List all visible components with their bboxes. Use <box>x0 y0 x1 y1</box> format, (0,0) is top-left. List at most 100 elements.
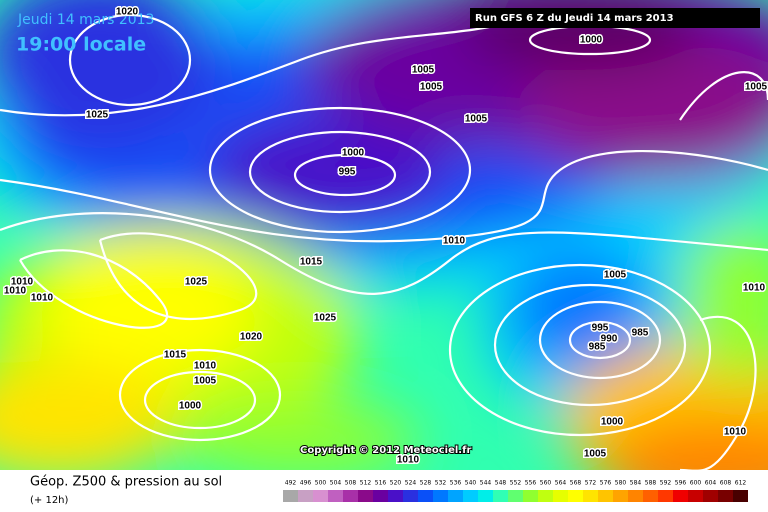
isobar-label: 1005 <box>584 449 607 460</box>
isobar-label: 1010 <box>11 277 34 288</box>
isobar-label: 995 <box>592 323 609 334</box>
legend-swatch <box>508 490 523 502</box>
legend-swatch <box>328 490 343 502</box>
isobar-label: 1000 <box>601 417 624 428</box>
time-label: 19:00 locale <box>16 34 146 56</box>
run-box <box>470 8 760 28</box>
legend-label: 572 <box>585 480 597 487</box>
legend-swatch <box>478 490 493 502</box>
isobars <box>0 13 768 470</box>
isobar-label: 1015 <box>300 257 323 268</box>
isobar-label: 1010 <box>4 286 27 297</box>
legend-swatch <box>703 490 718 502</box>
legend-label: 588 <box>645 480 657 487</box>
legend-label: 536 <box>450 480 462 487</box>
legend-swatch <box>583 490 598 502</box>
legend-swatch <box>673 490 688 502</box>
legend-label: 596 <box>675 480 687 487</box>
legend-swatch <box>568 490 583 502</box>
isobar-label: 1005 <box>465 114 488 125</box>
legend-swatch <box>553 490 568 502</box>
isobar-label: 1005 <box>412 65 435 76</box>
isobar-label: 995 <box>339 167 356 178</box>
legend-label: 532 <box>435 480 447 487</box>
isobar-label: 1005 <box>194 376 217 387</box>
isobar-label: 1015 <box>164 350 187 361</box>
isobar-label: 990 <box>601 334 618 345</box>
legend-label: 552 <box>510 480 522 487</box>
legend-label: 568 <box>570 480 582 487</box>
isobar-label: 1000 <box>179 401 202 412</box>
legend-label: 512 <box>360 480 372 487</box>
legend-label: 576 <box>600 480 612 487</box>
legend-swatch <box>313 490 328 502</box>
isobar-label: 1005 <box>745 82 768 93</box>
color-legend: 492 496 500 504 508 512 516 520 524 528 532 536 540 5… <box>283 480 748 502</box>
isobar-label: 1000 <box>342 148 365 159</box>
isobar-label: 1010 <box>397 455 420 466</box>
legend-swatch <box>643 490 658 502</box>
legend-label: 524 <box>405 480 417 487</box>
isobar-label: 1010 <box>743 283 766 294</box>
isobar-label: 1025 <box>185 277 208 288</box>
footer-title: Géop. Z500 & pression au sol <box>30 475 222 490</box>
legend-label: 612 <box>735 480 747 487</box>
legend-label: 520 <box>390 480 402 487</box>
legend-swatch <box>733 490 748 502</box>
legend-label: 516 <box>375 480 387 487</box>
legend-swatch <box>283 490 298 502</box>
isobar-label: 1025 <box>314 313 337 324</box>
isobar-label: 1005 <box>604 270 627 281</box>
legend-label: 592 <box>660 480 672 487</box>
isobar-label: 1010 <box>31 293 54 304</box>
isobar-label: 985 <box>632 328 649 339</box>
legend-swatch <box>433 490 448 502</box>
legend-swatch <box>658 490 673 502</box>
date-label: Jeudi 14 mars 2013 <box>17 12 154 28</box>
footer-subtitle: (+ 12h) <box>30 495 69 506</box>
legend-label: 600 <box>690 480 702 487</box>
legend-swatch <box>523 490 538 502</box>
run-label: Run GFS 6 Z du Jeudi 14 mars 2013 <box>475 13 674 24</box>
legend-label: 564 <box>555 480 567 487</box>
legend-swatch <box>628 490 643 502</box>
legend-label: 604 <box>705 480 717 487</box>
legend-label: 560 <box>540 480 552 487</box>
isobar-label: 1010 <box>724 427 747 438</box>
isobar-label: 1010 <box>194 361 217 372</box>
isobar-label: 1000 <box>580 35 603 46</box>
legend-swatch <box>358 490 373 502</box>
isobar-label: 1010 <box>443 236 466 247</box>
legend-label: 556 <box>525 480 537 487</box>
legend-swatch <box>718 490 733 502</box>
isobar-label: 1025 <box>86 110 109 121</box>
legend-label: 528 <box>420 480 432 487</box>
legend-swatch <box>493 490 508 502</box>
legend-label: 544 <box>480 480 492 487</box>
copyright: Copyright © 2012 Meteociel.fr <box>300 445 471 456</box>
legend-swatch <box>373 490 388 502</box>
legend-label: 584 <box>630 480 642 487</box>
legend-swatch <box>298 490 313 502</box>
legend-swatch <box>448 490 463 502</box>
legend-swatch <box>418 490 433 502</box>
isobar-label: 1020 <box>116 7 139 18</box>
legend-swatch <box>613 490 628 502</box>
legend-label: 492 <box>285 480 297 487</box>
legend-label: 548 <box>495 480 507 487</box>
legend-label: 608 <box>720 480 732 487</box>
legend-swatch <box>388 490 403 502</box>
isobar-labels: 1020102510009951005100510051000100510101… <box>2 5 768 467</box>
isobar-label: 1005 <box>420 82 443 93</box>
legend-swatch <box>343 490 358 502</box>
legend-label: 508 <box>345 480 357 487</box>
legend-swatch <box>688 490 703 502</box>
legend-swatch <box>403 490 418 502</box>
legend-swatch <box>598 490 613 502</box>
legend-label: 496 <box>300 480 312 487</box>
legend-label: 504 <box>330 480 342 487</box>
legend-label: 580 <box>615 480 627 487</box>
isobar-label: 985 <box>589 342 606 353</box>
